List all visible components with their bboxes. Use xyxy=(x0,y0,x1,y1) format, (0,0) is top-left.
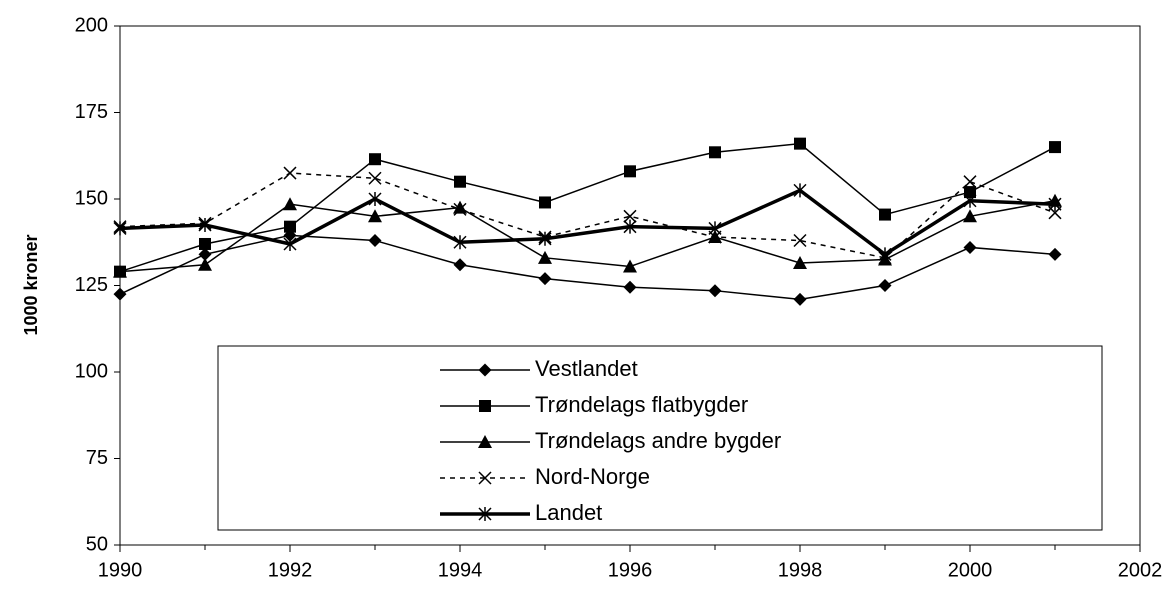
marker xyxy=(368,171,382,185)
marker xyxy=(708,284,722,298)
series-line xyxy=(119,199,1056,273)
y-tick-label: 50 xyxy=(86,533,108,555)
x-tick-label: 2000 xyxy=(948,559,993,581)
legend-marker xyxy=(479,400,491,412)
x-tick-label: 1994 xyxy=(438,559,483,581)
marker xyxy=(624,165,636,178)
marker xyxy=(283,236,297,251)
legend-marker xyxy=(478,435,492,448)
x-tick-label: 1996 xyxy=(608,559,653,581)
series-line xyxy=(119,188,1056,257)
marker xyxy=(963,209,977,223)
marker xyxy=(623,259,637,273)
y-axis-label: 1000 kroner xyxy=(21,234,41,335)
marker xyxy=(199,237,211,250)
legend-label: Vestlandet xyxy=(535,356,638,381)
marker xyxy=(878,247,892,262)
marker xyxy=(963,240,977,254)
marker xyxy=(283,166,297,180)
marker xyxy=(538,231,552,246)
legend-marker xyxy=(478,363,492,377)
marker xyxy=(283,197,297,211)
marker xyxy=(794,137,806,150)
marker xyxy=(1048,247,1062,261)
x-tick-label: 1998 xyxy=(778,559,823,581)
marker xyxy=(878,279,892,292)
marker xyxy=(964,186,976,199)
marker xyxy=(538,250,552,264)
marker xyxy=(284,220,296,233)
legend-label: Trøndelags andre bygder xyxy=(535,428,781,453)
legend-label: Trøndelags flatbygder xyxy=(535,392,748,417)
marker xyxy=(793,292,807,306)
marker xyxy=(368,209,382,223)
marker xyxy=(453,202,467,216)
series-line xyxy=(119,234,1056,301)
x-tick-label: 1992 xyxy=(268,559,313,581)
marker xyxy=(623,280,637,294)
marker xyxy=(1048,197,1062,212)
marker xyxy=(538,272,552,286)
legend-marker xyxy=(478,507,492,521)
marker xyxy=(793,256,807,270)
marker xyxy=(623,209,637,223)
marker xyxy=(623,219,637,234)
marker xyxy=(879,208,891,221)
marker xyxy=(198,217,212,232)
marker xyxy=(709,146,721,159)
legend-label: Nord-Norge xyxy=(535,464,650,489)
marker xyxy=(454,175,466,188)
legend-label: Landet xyxy=(535,500,602,525)
marker xyxy=(453,235,467,250)
y-tick-label: 75 xyxy=(86,447,108,469)
marker xyxy=(793,233,807,248)
marker xyxy=(113,264,127,278)
series-line xyxy=(119,142,1056,273)
marker xyxy=(963,175,977,189)
marker xyxy=(963,193,977,208)
x-tick-label: 1990 xyxy=(98,559,143,581)
marker xyxy=(793,183,807,198)
y-tick-label: 125 xyxy=(75,274,108,296)
y-tick-label: 150 xyxy=(75,187,108,209)
y-tick-label: 100 xyxy=(75,360,108,382)
y-tick-label: 200 xyxy=(75,14,108,36)
marker xyxy=(1049,141,1061,154)
legend xyxy=(217,345,1103,531)
marker xyxy=(113,287,127,301)
marker xyxy=(369,153,381,166)
marker xyxy=(453,258,467,272)
marker xyxy=(198,247,212,261)
legend-marker xyxy=(478,471,492,485)
marker xyxy=(198,257,212,271)
marker xyxy=(368,234,382,248)
marker xyxy=(539,196,551,209)
marker xyxy=(113,221,127,236)
marker xyxy=(368,192,382,206)
marker xyxy=(708,221,722,236)
y-tick-label: 175 xyxy=(75,101,108,123)
x-tick-label: 2002 xyxy=(1118,559,1163,581)
